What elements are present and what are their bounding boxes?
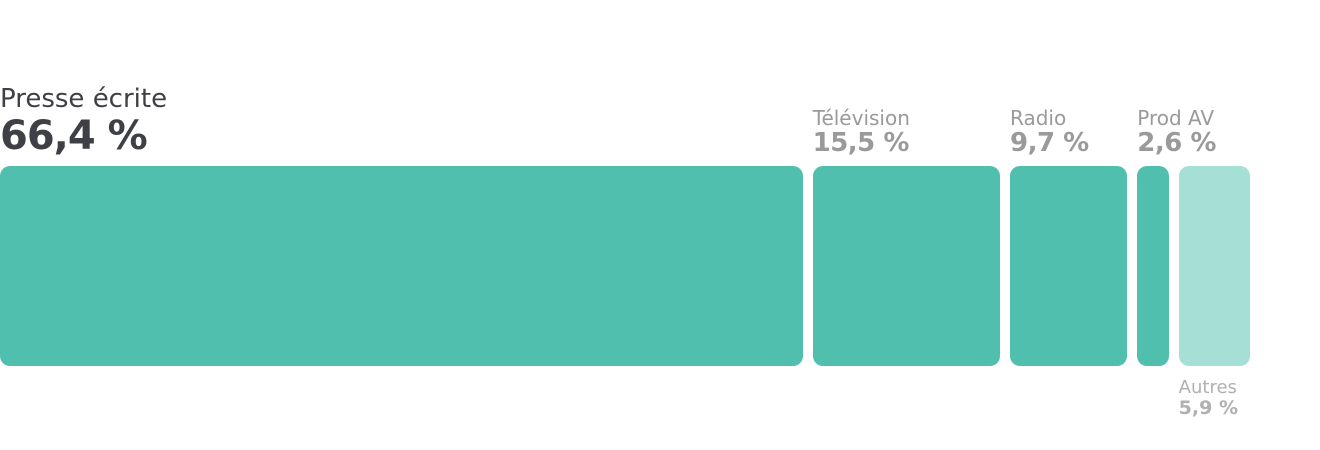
- label-radio: Radio 9,7 %: [1010, 107, 1089, 158]
- label-autres: Autres 5,9 %: [1179, 378, 1238, 419]
- category-label-autres: Autres: [1178, 377, 1237, 398]
- value-label-autres: 5,9 %: [1178, 396, 1238, 419]
- bar-prod-av: [1137, 166, 1169, 366]
- bar-presse-ecrite: [0, 166, 803, 366]
- value-label-prod-av: 2,6 %: [1137, 128, 1216, 158]
- category-label-presse-ecrite: Presse écrite: [0, 84, 168, 114]
- category-label-television: Télévision: [812, 106, 910, 130]
- bar-autres: [1178, 166, 1250, 366]
- label-television: Télévision 15,5 %: [813, 107, 910, 158]
- value-label-presse-ecrite: 66,4 %: [0, 112, 148, 159]
- category-label-radio: Radio: [1010, 106, 1067, 130]
- label-prod-av: Prod AV 2,6 %: [1137, 107, 1216, 158]
- value-label-television: 15,5 %: [812, 128, 910, 158]
- bar-television: [812, 166, 1000, 366]
- category-label-prod-av: Prod AV: [1137, 106, 1215, 130]
- value-label-radio: 9,7 %: [1010, 128, 1089, 158]
- bar-radio: [1010, 166, 1128, 366]
- label-presse-ecrite: Presse écrite 66,4 %: [0, 85, 167, 158]
